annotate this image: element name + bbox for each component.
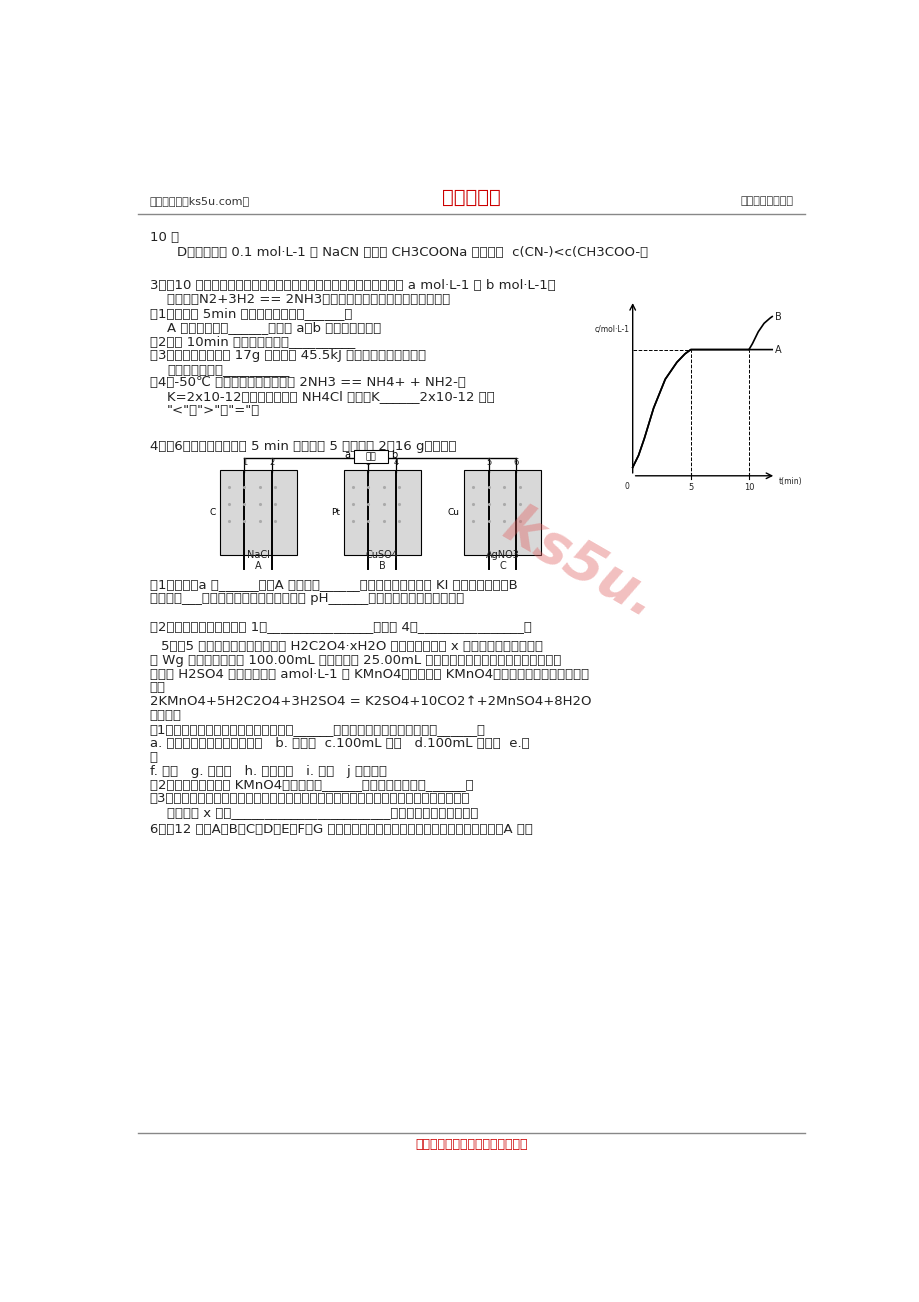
Text: 反应为：N2+3H2 == 2NH3，氨气的浓度随时间变化如图所示。: 反应为：N2+3H2 == 2NH3，氨气的浓度随时间变化如图所示。 [166, 293, 449, 306]
Text: B: B [775, 311, 781, 322]
Text: 2: 2 [269, 458, 275, 467]
Bar [220, 470, 297, 555]
Text: 取 Wg 草酸晶体，配成 100.00mL 水溶液。称 25.00mL 所配制的草酸溶液置于锥形瓶内，加入: 取 Wg 草酸晶体，配成 100.00mL 水溶液。称 25.00mL 所配制的… [150, 654, 561, 667]
Text: （1）反应到 5min 时，氨气反应速率______。: （1）反应到 5min 时，氨气反应速率______。 [150, 307, 352, 320]
Text: 杯: 杯 [150, 751, 158, 764]
Text: 的热化学方程式__________: 的热化学方程式__________ [166, 362, 289, 375]
Text: （3）若在接近滴定终点时，用少量蒸馏水将锥形瓶内壁冲洗一下，再继续滴定至终点，则: （3）若在接近滴定终点时，用少量蒸馏水将锥形瓶内壁冲洗一下，再继续滴定至终点，则 [150, 792, 470, 805]
Text: 3．（10 分）在一定条件下，合成塔中氮气和氢气的起始浓度分别为 a mol·L-1 和 b mol·L-1，: 3．（10 分）在一定条件下，合成塔中氮气和氢气的起始浓度分别为 a mol·L… [150, 280, 555, 293]
Text: （4）-50℃ 时，液氨存在如下电离 2NH3 == NH4+ + NH2-，: （4）-50℃ 时，液氨存在如下电离 2NH3 == NH4+ + NH2-， [150, 376, 465, 389]
Text: A: A [255, 561, 261, 570]
Text: AgNO3: AgNO3 [485, 551, 519, 560]
Text: 您身边的高考专家: 您身边的高考专家 [739, 195, 792, 206]
Text: 5: 5 [687, 483, 693, 492]
Text: 0: 0 [624, 482, 629, 491]
Text: f. 漏斗   g. 锥形瓶   h. 玻璃棒球   i. 药匙   j 胶头滴管: f. 漏斗 g. 锥形瓶 h. 玻璃棒球 i. 药匙 j 胶头滴管 [150, 764, 387, 777]
Text: B: B [379, 561, 385, 570]
Bar [353, 449, 388, 464]
Text: 所测得的 x 值会________________________（偏大、偏小、无影响）: 所测得的 x 值会________________________（偏大、偏小、… [166, 806, 478, 819]
Text: t(min): t(min) [777, 478, 801, 487]
Text: 5: 5 [485, 458, 491, 467]
Text: （1）实验中不需要的仪器有（填序号）______，还缺少的仪器有（填名称）______。: （1）实验中不需要的仪器有（填序号）______，还缺少的仪器有（填名称）___… [150, 723, 485, 736]
Text: a: a [345, 450, 350, 460]
Text: 高考资源网: 高考资源网 [442, 187, 500, 207]
Text: 4．（6分）如下图，通电 5 min 后，电极 5 质量增加 2．16 g，回答：: 4．（6分）如下图，通电 5 min 后，电极 5 质量增加 2．16 g，回答… [150, 440, 456, 453]
Text: 高考资源网（ks5u.com）: 高考资源网（ks5u.com） [150, 195, 250, 206]
Text: A: A [775, 345, 781, 354]
Text: C: C [210, 508, 216, 517]
Text: 1: 1 [242, 458, 247, 467]
Text: 10: 10 [743, 483, 754, 492]
Text: 高考资源网版权所有，侵权必究！: 高考资源网版权所有，侵权必究！ [414, 1138, 528, 1151]
Text: （3）若合成塔内生成 17g 氨气放出 45.5kJ 热量，写出合成氨反应: （3）若合成塔内生成 17g 氨气放出 45.5kJ 热量，写出合成氨反应 [150, 349, 425, 362]
Text: NaCl: NaCl [246, 551, 269, 560]
Text: 5．（5 分）草酸晶体的组成可用 H2C2O4·xH2O 表示，为了测定 x 值，进行如下实验：称: 5．（5 分）草酸晶体的组成可用 H2C2O4·xH2O 表示，为了测定 x 值… [162, 639, 543, 652]
Text: b: b [391, 450, 397, 460]
Text: 池中电极___上发生氧化反应，电解过程中 pH______（填增大、减小或不变）。: 池中电极___上发生氧化反应，电解过程中 pH______（填增大、减小或不变）… [150, 592, 463, 605]
Text: 10 倍: 10 倍 [150, 230, 179, 243]
Text: D．浓度均为 0.1 mol·L-1 的 NaCN 溶液和 CH3COONa 溶液中，  c(CN-)<c(CH3COO-）: D．浓度均为 0.1 mol·L-1 的 NaCN 溶液和 CH3COONa 溶… [176, 246, 647, 259]
Text: 应：: 应： [150, 681, 165, 694]
Bar [463, 470, 540, 555]
Text: ks5u.: ks5u. [493, 499, 666, 630]
Text: Pt: Pt [331, 508, 339, 517]
Text: CuSO4: CuSO4 [366, 551, 398, 560]
Text: （2）在 10min 时采取的措施是__________: （2）在 10min 时采取的措施是__________ [150, 335, 355, 348]
Text: c/mol·L-1: c/mol·L-1 [594, 326, 629, 335]
Text: K=2x10-12，往液氨中加入 NH4Cl 固体，K______2x10-12 （填: K=2x10-12，往液氨中加入 NH4Cl 固体，K______2x10-12… [166, 391, 494, 404]
Text: 2KMnO4+5H2C2O4+3H2SO4 = K2SO4+10CO2↑+2MnSO4+8H2O: 2KMnO4+5H2C2O4+3H2SO4 = K2SO4+10CO2↑+2Mn… [150, 695, 591, 708]
Text: 3: 3 [366, 458, 370, 467]
Text: 适量稀 H2SO4 后，用浓度为 amol·L-1 的 KMnO4溶液滴定至 KMnO4不再褪色为止，所发生的反: 适量稀 H2SO4 后，用浓度为 amol·L-1 的 KMnO4溶液滴定至 K… [150, 668, 588, 681]
Text: a. 托盘天平（带砝码、镊子）   b. 滴定管  c.100mL 量筒   d.100mL 容量瓶  e.烧: a. 托盘天平（带砝码、镊子） b. 滴定管 c.100mL 量筒 d.100m… [150, 737, 529, 750]
Text: （2）实验中，标准液 KMnO4溶液应装在______式滴定管中，因为______。: （2）实验中，标准液 KMnO4溶液应装在______式滴定管中，因为_____… [150, 779, 473, 792]
Text: A 的平衡常数为______（用含 a，b 的表达式表示）: A 的平衡常数为______（用含 a，b 的表达式表示） [166, 322, 380, 335]
Text: 4: 4 [393, 458, 399, 467]
Text: （2）电池电极反应，电极 1：________________；电极 4：________________。: （2）电池电极反应，电极 1：________________；电极 4：___… [150, 620, 531, 633]
Text: （1）电源：a 是______极；A 池中电极______上产生气体能使湿润 KI 淀粉试纸变蓝；B: （1）电源：a 是______极；A 池中电极______上产生气体能使湿润 K… [150, 578, 517, 591]
Text: 6．（12 分）A、B、C、D、E、F、G 七种元素均是短周期元素，且原子序数依次增大。A 原子: 6．（12 分）A、B、C、D、E、F、G 七种元素均是短周期元素，且原子序数依… [150, 823, 532, 836]
Text: "<"，">"或"="）: "<"，">"或"="） [166, 404, 260, 417]
Text: Cu: Cu [448, 508, 460, 517]
Text: 6: 6 [513, 458, 518, 467]
Text: 试回答：: 试回答： [150, 710, 182, 723]
Text: 电源: 电源 [365, 452, 376, 461]
Bar [344, 470, 421, 555]
Text: C: C [499, 561, 505, 570]
